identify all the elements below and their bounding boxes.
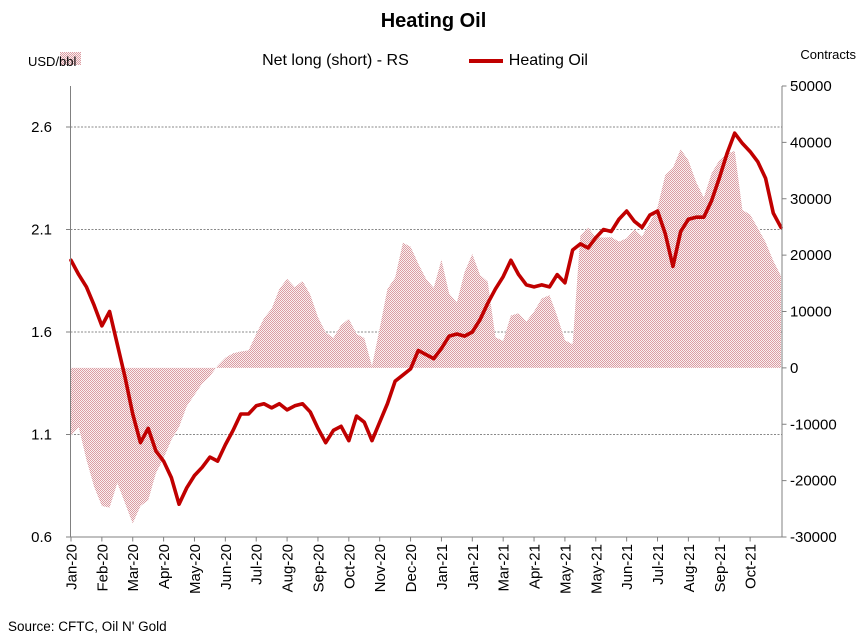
right-tick-label: -10000 <box>790 416 837 433</box>
area-swatch-icon <box>60 52 81 65</box>
line-swatch-icon <box>468 59 503 63</box>
legend-label-net-long: Net long (short) - RS <box>262 52 409 69</box>
x-tick-label: Sep-20 <box>310 544 327 592</box>
heating-oil-line-series <box>69 131 783 506</box>
left-tick-label: 0.6 <box>31 529 52 546</box>
right-tick-label: 50000 <box>790 78 832 95</box>
x-tick-label: Mar-21 <box>496 544 513 592</box>
x-tick-label: Apr-21 <box>527 544 544 589</box>
x-tick-label: Oct-20 <box>341 544 358 589</box>
right-tick-label: 0 <box>790 360 798 377</box>
x-tick-label: Dec-20 <box>403 544 420 592</box>
x-tick-label: Feb-20 <box>94 544 111 592</box>
x-tick-label: Jan-21 <box>434 544 451 590</box>
chart-title: Heating Oil <box>380 10 487 32</box>
legend-item-net-long: Net long (short) - RS <box>60 52 409 70</box>
right-tick-label: 40000 <box>790 134 832 151</box>
x-tick-label: Jun-21 <box>619 544 636 590</box>
right-tick-label: 10000 <box>790 304 832 321</box>
left-tick-label: 2.1 <box>31 222 52 239</box>
x-tick-label: Jun-20 <box>218 544 235 590</box>
x-tick-label: Nov-20 <box>372 544 389 592</box>
legend-label-heating-oil: Heating Oil <box>508 52 588 69</box>
x-tick-label: Apr-20 <box>156 544 173 589</box>
x-tick-label: Aug-20 <box>280 544 297 592</box>
x-tick-label: Aug-21 <box>681 544 698 592</box>
net-long-area-series <box>71 149 781 524</box>
right-tick-label: 20000 <box>790 247 832 264</box>
x-tick-label: May-20 <box>187 544 204 594</box>
right-axis-title: Contracts <box>800 47 856 62</box>
source-note: Source: CFTC, Oil N' Gold <box>8 619 167 634</box>
x-tick-label: May-21 <box>588 544 605 594</box>
chart-legend: Net long (short) - RS Heating Oil <box>60 52 790 70</box>
x-tick-label: Jul-21 <box>650 544 667 585</box>
right-tick-label: -20000 <box>790 473 837 490</box>
right-tick-label: 30000 <box>790 191 832 208</box>
x-tick-label: May-21 <box>557 544 574 594</box>
legend-item-heating-oil: Heating Oil <box>468 52 588 70</box>
left-tick-label: 2.6 <box>31 119 52 136</box>
right-tick-label: -30000 <box>790 529 837 546</box>
x-tick-label: Mar-20 <box>125 544 142 592</box>
x-tick-label: Sep-21 <box>712 544 729 592</box>
x-tick-label: Jan-20 <box>64 544 81 590</box>
left-axis-title: USD/bbl <box>28 54 77 69</box>
left-tick-label: 1.6 <box>31 324 52 341</box>
x-tick-label: Jan-21 <box>465 544 482 590</box>
x-tick-label: Jul-20 <box>249 544 266 585</box>
left-tick-label: 1.1 <box>31 427 52 444</box>
x-tick-label: Oct-21 <box>743 544 760 589</box>
